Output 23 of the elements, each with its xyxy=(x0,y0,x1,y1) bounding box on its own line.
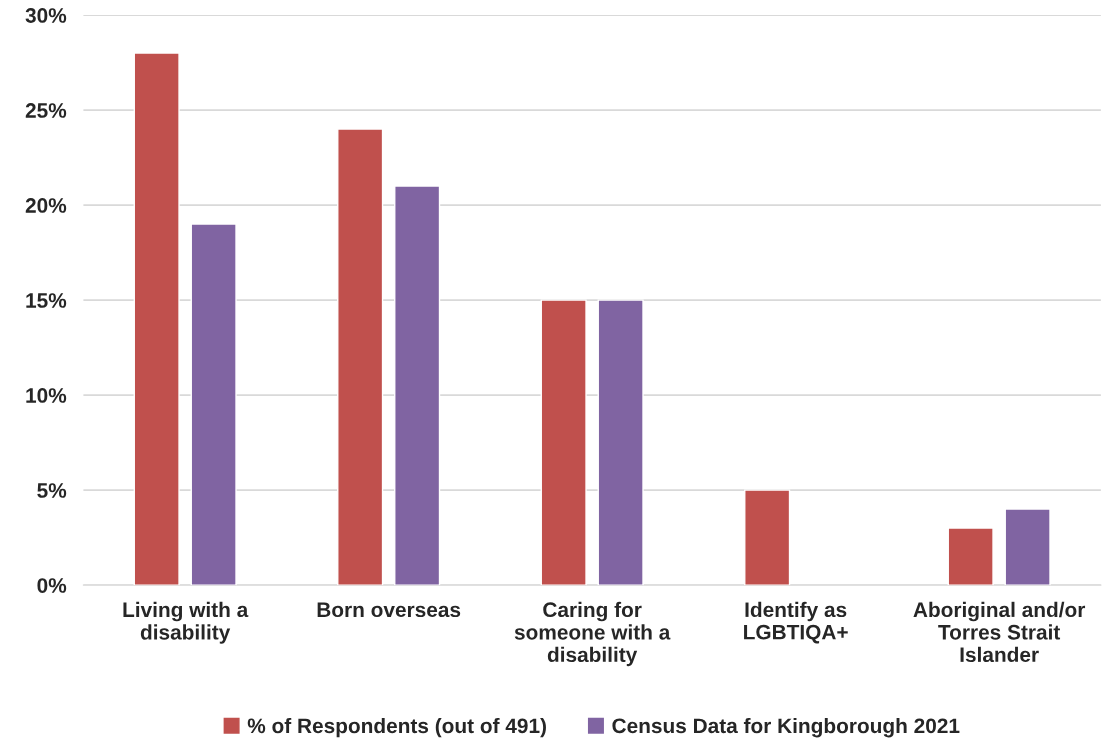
x-tick-label: Identify as LGBTIQA+ xyxy=(744,601,848,644)
y-tick-label: 10% xyxy=(26,388,67,403)
y-tick-label: 25% xyxy=(25,103,67,118)
bar xyxy=(947,527,994,586)
x-tick-label: Aboriginal and/or Torres Strait Islander xyxy=(913,601,1086,663)
legend-label: Census Data for Kingborough 2021 xyxy=(612,717,960,738)
x-tick-label: Caring for someone with a disability xyxy=(514,601,671,667)
bar xyxy=(1004,508,1051,586)
x-tick-label: Living with a disability xyxy=(123,601,249,644)
bar xyxy=(190,223,237,586)
bar xyxy=(744,489,791,586)
y-tick-label: 15% xyxy=(26,293,67,308)
bar xyxy=(337,128,384,586)
y-tick-label: 30% xyxy=(25,8,67,23)
bar xyxy=(597,299,644,586)
bar xyxy=(394,185,441,586)
legend-label: % of Respondents (out of 491) xyxy=(247,717,546,738)
bar xyxy=(540,299,587,586)
bar xyxy=(133,52,180,586)
x-tick-label: Born overseas xyxy=(317,602,461,618)
y-tick-label: 20% xyxy=(25,198,67,213)
y-tick-label: 5% xyxy=(37,483,67,498)
y-tick-label: 0% xyxy=(37,578,67,593)
